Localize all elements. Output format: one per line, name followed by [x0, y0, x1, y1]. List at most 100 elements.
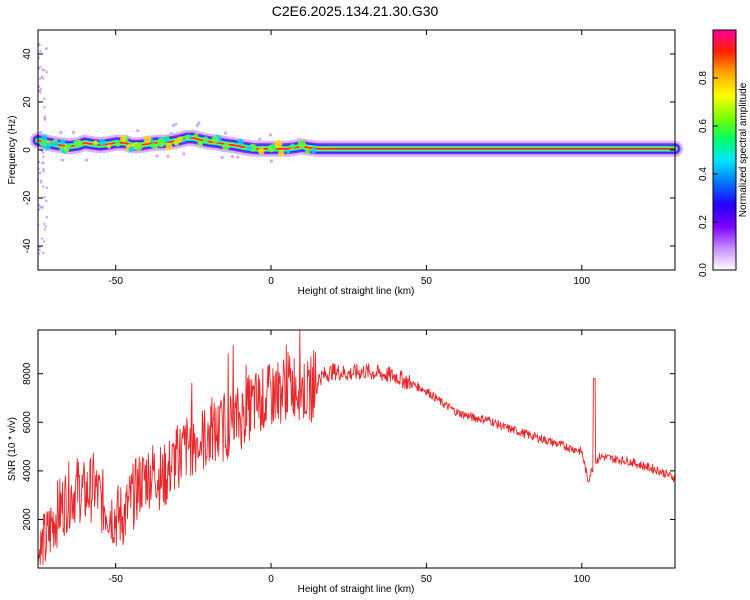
spectrogram-blob — [202, 136, 209, 143]
spectrogram-blob — [59, 139, 66, 145]
spectrogram-blob — [285, 149, 290, 154]
spectrogram-y-tick-label: -20 — [22, 190, 33, 205]
spectrogram-speck — [230, 155, 235, 159]
spectrogram-blob — [184, 134, 190, 140]
spectrogram-blob — [39, 141, 45, 147]
spectrogram-blob — [114, 139, 120, 145]
spectrogram-blob — [164, 137, 170, 143]
spectrogram-speck — [38, 77, 42, 80]
spectrogram-speck — [39, 65, 42, 69]
spectrogram-blob — [153, 144, 159, 150]
spectrogram-speck — [257, 137, 262, 141]
snr-marks — [37, 329, 675, 565]
spectrogram-speck — [39, 179, 43, 182]
spectrogram-blob — [53, 140, 59, 147]
spectrogram-speck — [42, 155, 45, 158]
spectrogram-speck — [171, 123, 175, 128]
snr-x-tick-label: 100 — [573, 574, 590, 585]
spectrogram-blob — [106, 144, 111, 149]
spectrogram-speck — [38, 208, 41, 211]
spectrogram-blob — [176, 136, 184, 143]
spectrogram-speck — [195, 123, 199, 127]
spectrogram-blob — [246, 145, 253, 151]
spectrogram-blob — [120, 135, 127, 142]
spectrogram-y-tick-label: 40 — [22, 48, 33, 60]
snr-x-axis-label: Height of straight line (km) — [298, 584, 415, 595]
colorbar-tick-label: 0.0 — [698, 263, 709, 277]
spectrogram-blob — [278, 150, 285, 157]
snr-panel: -50 0 50 100 2000 4000 6000 8000 Height of str… — [7, 329, 676, 595]
spectrogram-speck — [38, 171, 42, 175]
spectrogram-speck — [38, 248, 41, 252]
spectrogram-speck — [220, 155, 224, 160]
spectrogram-speck — [40, 237, 44, 240]
spectrogram-blob — [149, 143, 154, 148]
snr-x-tick-label: -50 — [108, 574, 123, 585]
spectrogram-speck — [223, 131, 228, 135]
snr-y-tick-label: 2000 — [22, 508, 33, 531]
colorbar-ramp — [712, 29, 737, 271]
colorbar-tick-label: 0.6 — [698, 119, 709, 133]
spectrogram-speck — [71, 130, 76, 135]
spectrogram-y-tick-label: 0 — [22, 147, 33, 153]
spectrogram-speck — [43, 118, 47, 121]
snr-x-ticks: -50 0 50 100 — [108, 330, 591, 585]
snr-y-tick-label: 8000 — [22, 362, 33, 385]
spectrogram-speck — [45, 215, 49, 219]
spectrogram-panel: -50 0 50 100 -40 -20 0 20 40 Height of straight… — [7, 29, 683, 297]
spectrogram-blob — [268, 146, 275, 153]
spectrogram-speck — [39, 205, 42, 209]
spectrogram-x-tick-label: 0 — [268, 276, 274, 287]
spectrogram-speck — [182, 152, 186, 156]
spectrogram-speck — [43, 222, 46, 226]
snr-y-tick-label: 6000 — [22, 411, 33, 434]
spectrogram-speck — [39, 88, 42, 91]
spectrogram-y-tick-label: -40 — [22, 238, 33, 253]
spectrogram-speck — [44, 225, 48, 228]
spectrogram-speck — [268, 133, 273, 137]
spectrogram-x-tick-label: 100 — [573, 276, 590, 287]
spectrogram-speck — [236, 155, 240, 159]
spectrogram-blob — [93, 140, 98, 145]
figure-title: C2E6.2025.134.21.30.G30 — [272, 3, 439, 19]
spectrogram-speck — [37, 85, 41, 88]
spectrogram-blob — [311, 147, 317, 154]
spectrogram-speck — [197, 121, 201, 125]
spectrogram-speck — [45, 70, 48, 74]
spectrogram-blob — [157, 139, 166, 148]
spectrogram-speck — [43, 228, 47, 231]
spectrogram-speck — [59, 130, 63, 135]
spectrogram-y-tick-label: 20 — [22, 96, 33, 108]
snr-x-tick-label: 0 — [268, 574, 274, 585]
snr-y-tick-label: 4000 — [22, 459, 33, 482]
spectrogram-speck — [60, 158, 65, 162]
spectrogram-speck — [43, 97, 46, 100]
spectrogram-speck — [42, 168, 45, 171]
spectrogram-y-ticks: -40 -20 0 20 40 — [22, 48, 675, 253]
spectrogram-blob — [297, 140, 306, 149]
spectrogram-x-tick-label: 50 — [421, 276, 433, 287]
spectrogram-speck — [42, 151, 45, 154]
spectrogram-blob — [211, 136, 219, 144]
spectrogram-speck — [43, 106, 46, 109]
spectrogram-blob — [41, 134, 48, 141]
spectrogram-speck — [43, 196, 46, 199]
snr-x-tick-label: 50 — [421, 574, 433, 585]
spectrogram-blob — [65, 143, 72, 150]
spectrogram-blob — [75, 139, 83, 147]
spectrogram-blob — [222, 143, 230, 151]
spectrogram-x-axis-label: Height of straight line (km) — [298, 286, 415, 297]
colorbar-tick-label: 0.8 — [698, 71, 709, 85]
spectrogram-speck — [166, 154, 170, 158]
colorbar: 0.0 0.2 0.4 0.6 0.8 Normalized spectral ampl… — [698, 29, 749, 277]
spectrogram-speck — [155, 154, 159, 158]
spectrogram-blob — [197, 140, 203, 147]
spectrogram-speck — [38, 245, 41, 249]
spectrogram-blob — [143, 135, 152, 144]
spectrogram-blob — [274, 140, 283, 148]
spectrogram-speck — [269, 159, 273, 163]
spectrogram-blob — [129, 146, 135, 152]
spectrogram-blob — [289, 143, 296, 150]
spectrogram-speck — [42, 68, 46, 72]
